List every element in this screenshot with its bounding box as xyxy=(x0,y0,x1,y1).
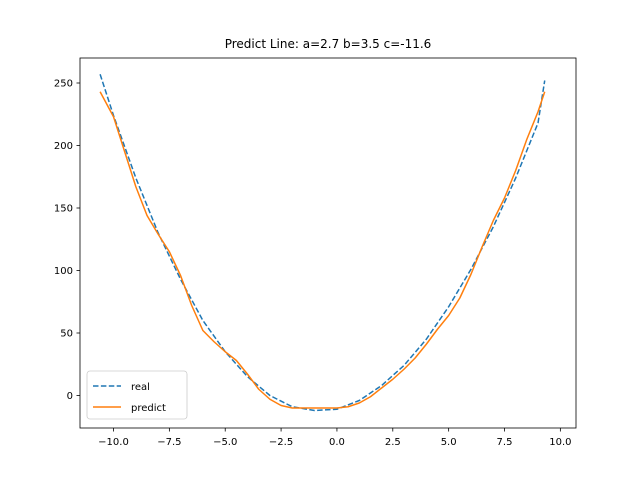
y-axis: 0 50 100 150 200 250 xyxy=(54,79,80,402)
x-tick-label: −2.5 xyxy=(269,437,293,448)
y-tick-label: 0 xyxy=(67,391,73,402)
legend: real predict xyxy=(86,370,188,420)
y-tick-label: 250 xyxy=(54,79,73,90)
series-layer xyxy=(99,74,546,412)
x-axis: −10.0 −7.5 −5.0 −2.5 0.0 2.5 5.0 7.5 10.0 xyxy=(98,428,571,448)
x-tick-label: −10.0 xyxy=(98,437,129,448)
x-tick-label: 0.0 xyxy=(329,437,345,448)
x-tick-label: 2.5 xyxy=(385,437,401,448)
y-tick-label: 150 xyxy=(54,204,73,215)
legend-label-real: real xyxy=(131,382,150,393)
x-tick-label: −7.5 xyxy=(157,437,181,448)
x-tick-label: 10.0 xyxy=(549,437,571,448)
series-line-real xyxy=(99,74,546,412)
series-line-predict xyxy=(99,91,546,409)
y-tick-label: 50 xyxy=(60,329,73,340)
y-tick-label: 100 xyxy=(54,266,73,277)
y-tick-label: 200 xyxy=(54,141,73,152)
chart-title: Predict Line: a=2.7 b=3.5 c=-11.6 xyxy=(225,37,432,51)
x-tick-label: 5.0 xyxy=(441,437,457,448)
x-tick-label: −5.0 xyxy=(213,437,237,448)
legend-label-predict: predict xyxy=(131,403,166,414)
x-tick-label: 7.5 xyxy=(497,437,513,448)
plot-frame xyxy=(79,57,577,429)
